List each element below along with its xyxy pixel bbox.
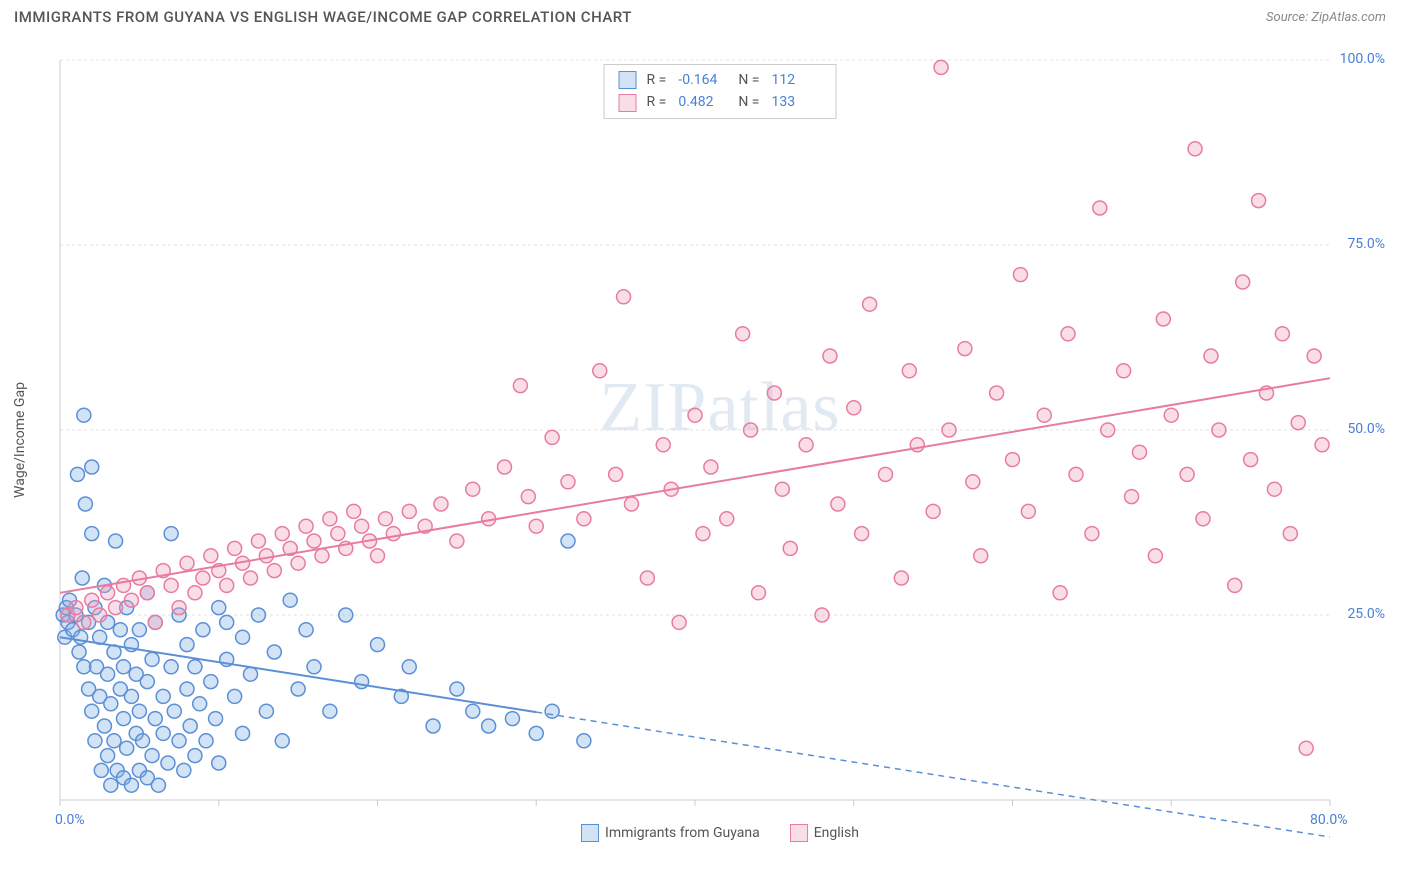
legend-swatch [581, 824, 599, 842]
stat-n-value: 133 [771, 91, 821, 113]
source-attribution: Source: ZipAtlas.com [1266, 10, 1386, 25]
stat-n-label: N = [738, 91, 759, 113]
y-tick-label: 50.0% [1347, 421, 1385, 437]
chart-area: Wage/Income Gap ZIPatlas R =-0.164N =112… [50, 40, 1390, 840]
stat-r-value: 0.482 [678, 91, 728, 113]
scatter-plot [50, 40, 1390, 840]
y-tick-label: 100.0% [1340, 51, 1385, 67]
legend-item: English [790, 824, 859, 842]
stat-n-value: 112 [771, 69, 821, 91]
stat-r-label: R = [647, 91, 667, 113]
legend-swatch [619, 71, 637, 89]
legend-row: R = 0.482 N = 133 [619, 91, 822, 113]
legend-swatch [619, 94, 637, 112]
legend-label: Immigrants from Guyana [605, 825, 760, 841]
header: IMMIGRANTS FROM GUYANA VS ENGLISH WAGE/I… [0, 0, 1406, 30]
chart-title: IMMIGRANTS FROM GUYANA VS ENGLISH WAGE/I… [14, 8, 632, 26]
stat-r-value: -0.164 [678, 69, 728, 91]
y-axis-label: Wage/Income Gap [12, 382, 28, 498]
legend-row: R = -0.164 N = 112 [619, 69, 822, 91]
legend-swatch [790, 824, 808, 842]
legend-label: English [814, 825, 859, 841]
chart-container: IMMIGRANTS FROM GUYANA VS ENGLISH WAGE/I… [0, 0, 1406, 892]
legend-item: Immigrants from Guyana [581, 824, 760, 842]
stats-legend: R = -0.164 N = 112 R = 0.482 N = 133 [604, 64, 837, 119]
x-tick-label: 0.0% [55, 812, 85, 828]
stat-r-label: R = [647, 69, 667, 91]
y-tick-label: 25.0% [1347, 606, 1385, 622]
series-legend: Immigrants from Guyana English [581, 824, 859, 842]
y-tick-label: 75.0% [1347, 236, 1385, 252]
stat-n-label: N = [738, 69, 759, 91]
x-tick-label: 80.0% [1310, 812, 1348, 828]
